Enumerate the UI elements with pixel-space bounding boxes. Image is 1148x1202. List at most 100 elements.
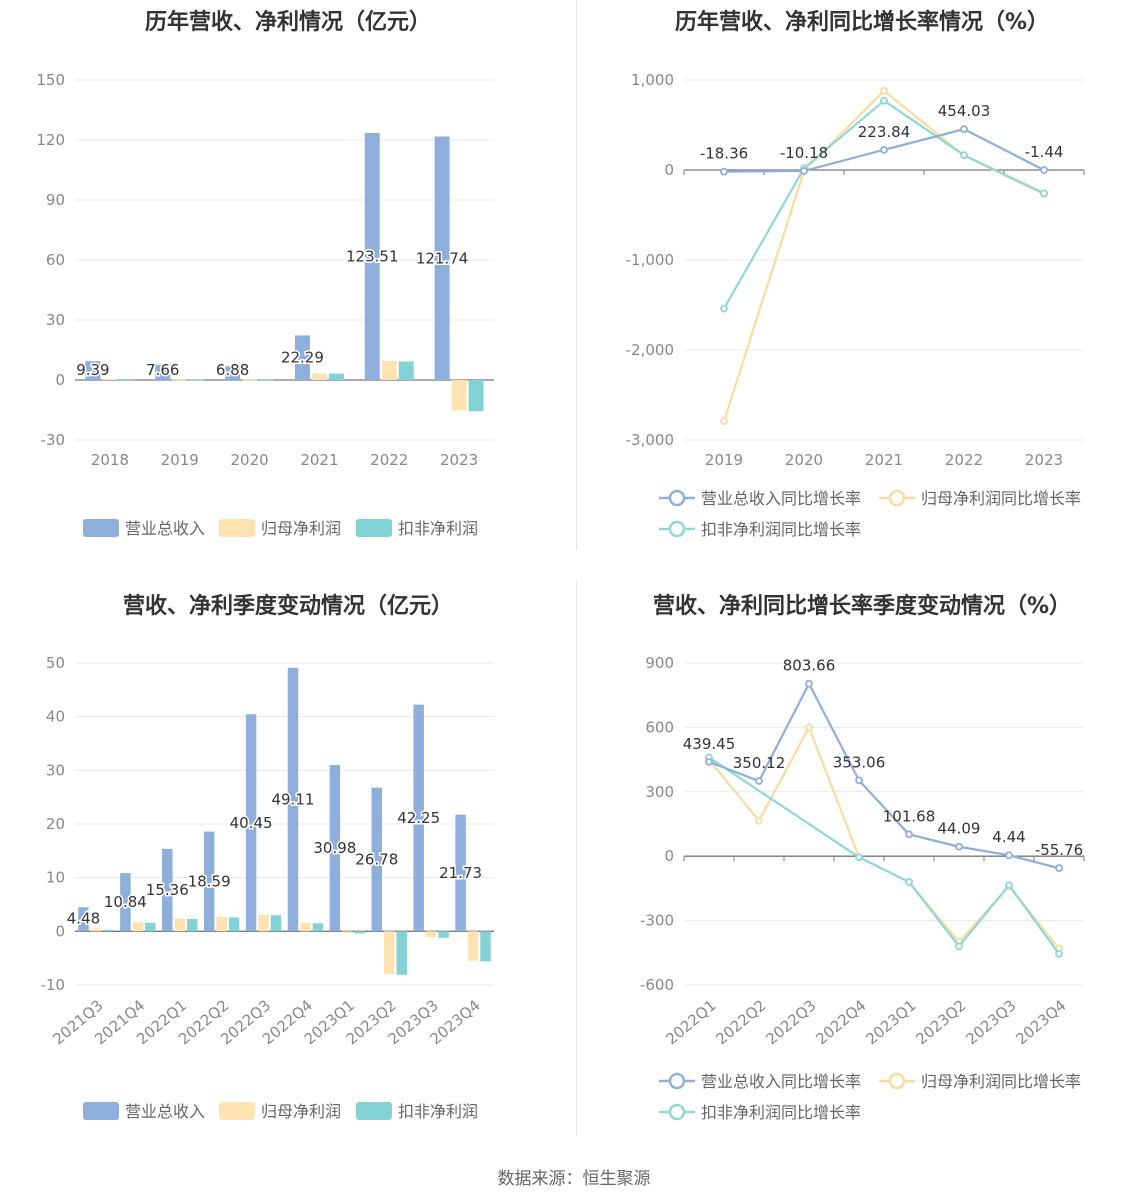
point-value-label: -55.76 <box>1035 841 1083 859</box>
legend-item: 扣非净利润同比增长率 <box>659 520 861 539</box>
bar <box>371 787 383 932</box>
legend-item: 扣非净利润同比增长率 <box>659 1103 861 1122</box>
series-point <box>955 842 963 851</box>
chart-svg: -3,000 -2,000 -1,000 0 1,000 2019 2020 2021 2022… <box>626 71 1085 539</box>
legend-label: 扣非净利润 <box>398 519 478 538</box>
x-tick-label: 2022Q4 <box>812 996 869 1048</box>
bar <box>186 918 198 932</box>
bar-value-label: 4.48 <box>67 909 100 927</box>
legend-item: 营业总收入 <box>83 1102 205 1121</box>
bar-value-label-halo: 42.25 <box>397 809 440 827</box>
series-2 <box>705 753 1063 958</box>
series-point <box>720 167 728 176</box>
bar-value-label: 121.74 <box>416 249 469 267</box>
bar-value-label-halo: 123.51 <box>346 247 399 265</box>
bar <box>312 923 324 932</box>
x-tick-label: 2023Q1 <box>862 996 919 1048</box>
series-point <box>1040 166 1048 175</box>
y-tick-label: 300 <box>645 783 674 801</box>
bar-value-label: 22.29 <box>281 349 324 367</box>
bar-value-label-halo: 40.45 <box>230 814 273 832</box>
legend-item: 归母净利润 <box>219 1102 341 1121</box>
bar-value-label-halo: 6.88 <box>216 361 249 379</box>
bar-value-label-halo: 21.73 <box>439 864 482 882</box>
y-tick-label: -3,000 <box>626 431 674 449</box>
chart-svg: -10010203040502021Q32021Q42022Q12022Q220… <box>41 654 494 1121</box>
x-tick-label: 2020 <box>230 451 268 469</box>
bar-value-label: 49.11 <box>271 791 314 809</box>
series-point <box>1005 881 1013 890</box>
bar <box>438 931 449 938</box>
legend-marker <box>668 1072 686 1090</box>
legend-marker <box>668 520 686 538</box>
legend-swatch <box>83 519 119 537</box>
bar <box>120 873 131 932</box>
legend-item: 归母净利润 <box>219 519 341 538</box>
chart-svg: -600 -300 0 300 600 900 2022Q12022Q22022Q32022… <box>640 654 1085 1122</box>
point-value-label: 4.44 <box>992 828 1025 846</box>
y-tick-label: 40 <box>46 708 65 726</box>
chart-annual-revenue-profit: 历年营收、净利情况（亿元） -30 0 30 60 90 120 150 2018 2019 20… <box>0 0 576 560</box>
x-tick-label: 2018 <box>91 451 129 469</box>
bar <box>242 379 258 381</box>
bar <box>172 379 188 381</box>
bar <box>434 136 450 380</box>
series-1 <box>102 361 467 411</box>
legend-swatch <box>356 1102 392 1120</box>
bar-value-label: 40.45 <box>230 814 273 832</box>
series-point <box>960 151 968 160</box>
legend: 营业总收入 归母净利润 扣非净利润 <box>83 1102 478 1121</box>
y-tick-label: 600 <box>645 718 674 736</box>
bar <box>287 667 299 932</box>
legend-label: 扣非净利润同比增长率 <box>701 1103 861 1122</box>
series-2 <box>720 96 1048 313</box>
y-tick-label: 150 <box>36 71 65 89</box>
legend-marker <box>668 1103 686 1121</box>
x-tick-label: 2022 <box>370 451 408 469</box>
bar <box>329 765 341 932</box>
x-tick-label: 2023Q2 <box>912 996 969 1048</box>
x-tick-label: 2023 <box>1025 451 1063 469</box>
series-0 <box>85 132 450 380</box>
bar <box>300 922 311 932</box>
y-tick-label: 10 <box>46 869 65 887</box>
x-tick-label: 2023 <box>440 451 478 469</box>
bar <box>425 931 437 938</box>
legend-marker <box>888 1072 906 1090</box>
x-tick-label: 2022Q2 <box>712 996 769 1048</box>
y-tick-label: 900 <box>645 654 674 672</box>
legend-marker <box>668 489 686 507</box>
data-source: 数据来源：恒生聚源 <box>497 1169 651 1189</box>
bar <box>311 373 327 380</box>
legend-item: 营业总收入同比增长率 <box>659 1072 861 1091</box>
series-point <box>1055 864 1063 873</box>
series-line <box>708 681 1060 870</box>
bar <box>189 379 205 381</box>
bar <box>259 379 275 381</box>
bar-value-label-halo: 22.29 <box>281 349 324 367</box>
bar-value-label: 42.25 <box>397 809 440 827</box>
bar-value-label: 6.88 <box>216 361 249 379</box>
bar <box>155 364 171 380</box>
point-value-label: -10.18 <box>780 144 828 162</box>
chart-title: 营收、净利同比增长率季度变动情况（%） <box>652 594 1072 619</box>
bar-value-label: 7.66 <box>146 361 179 379</box>
series-point <box>955 942 963 951</box>
y-tick-label: -10 <box>41 976 66 994</box>
bar-value-label: 15.36 <box>146 881 189 899</box>
point-value-label: 350.12 <box>733 754 786 772</box>
y-tick-label: 60 <box>46 251 65 269</box>
legend-marker <box>888 489 906 507</box>
y-tick-label: -300 <box>640 912 674 930</box>
series-point <box>1055 949 1063 958</box>
legend-label: 归母净利润 <box>261 1102 341 1121</box>
bar-value-label-halo: 121.74 <box>416 249 469 267</box>
series-point <box>805 679 813 688</box>
legend-item: 营业总收入同比增长率 <box>659 489 861 508</box>
legend-label: 营业总收入 <box>125 519 205 538</box>
legend-label: 营业总收入同比增长率 <box>701 1072 861 1091</box>
y-tick-label: 0 <box>55 922 65 940</box>
x-tick-label: 2021 <box>865 451 903 469</box>
x-tick-label: 2020 <box>785 451 823 469</box>
